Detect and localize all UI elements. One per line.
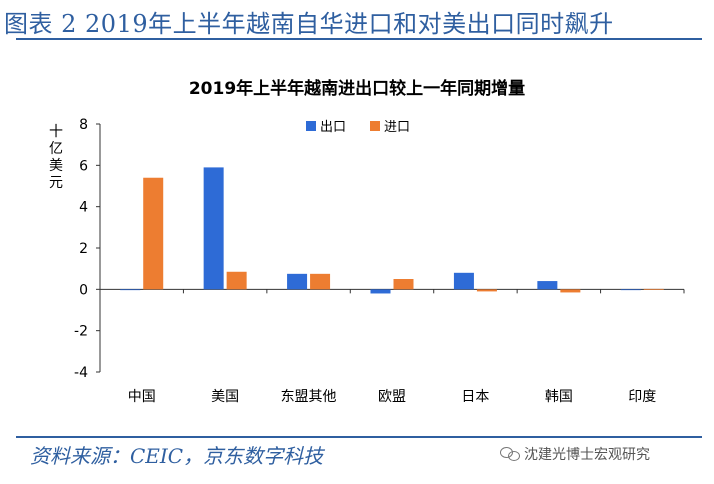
bar-export (453, 272, 474, 290)
bar-export (120, 289, 141, 291)
bar-export (370, 289, 391, 294)
y-axis-label-char: 元 (49, 175, 63, 191)
bar-import (310, 273, 331, 290)
bar-export (537, 281, 558, 290)
x-tick-label: 韩国 (545, 389, 573, 405)
watermark-text: 沈建光博士宏观研究 (524, 447, 650, 463)
y-axis-label-char: 美 (49, 158, 63, 174)
bar-export (287, 273, 308, 290)
y-tick-label: 4 (79, 200, 88, 216)
bar-import (476, 289, 497, 292)
y-tick-label: 2 (79, 241, 88, 257)
figure-caption: 图表 2 2019年上半年越南自华进口和对美出口同时飙升 (4, 10, 614, 38)
bar-import (560, 289, 581, 293)
chart-title: 2019年上半年越南进出口较上一年同期增量 (189, 78, 525, 99)
bottom-divider (16, 436, 702, 438)
bar-export (620, 289, 641, 291)
axes (96, 123, 685, 373)
wechat-icon (500, 447, 520, 461)
tick-labels: -4 -2 0 2 4 6 8 中国 美国 东盟其他 欧盟 日本 韩国 印度 (74, 117, 656, 405)
x-tick-label: 欧盟 (378, 389, 406, 405)
legend-label-export: 出口 (320, 120, 346, 135)
bar-import (393, 279, 414, 290)
y-tick-label: 6 (79, 158, 88, 174)
source-note: 资料来源：CEIC，京东数字科技 (30, 444, 324, 468)
y-axis-label-char: 十 (49, 124, 63, 140)
top-divider (16, 38, 702, 40)
y-tick-label: -4 (74, 365, 88, 381)
bar-import (226, 271, 247, 290)
bar-import (143, 177, 164, 290)
y-axis-label-char: 亿 (49, 141, 63, 157)
bar-export (203, 167, 224, 290)
x-tick-label: 东盟其他 (281, 389, 337, 405)
x-tick-label: 中国 (128, 389, 156, 405)
legend-swatch-import (370, 121, 380, 131)
y-tick-label: -2 (74, 324, 88, 340)
x-tick-label: 美国 (211, 389, 239, 405)
y-tick-label: 8 (79, 117, 88, 133)
legend-swatch-export (306, 121, 316, 131)
bars (120, 167, 664, 294)
x-tick-label: 日本 (461, 389, 489, 405)
watermark: 沈建光博士宏观研究 (500, 444, 650, 464)
x-tick-label: 印度 (628, 389, 656, 405)
bar-import (643, 288, 664, 290)
y-tick-label: 0 (79, 282, 88, 298)
legend: 出口 进口 (306, 120, 410, 135)
legend-label-import: 进口 (384, 120, 410, 135)
